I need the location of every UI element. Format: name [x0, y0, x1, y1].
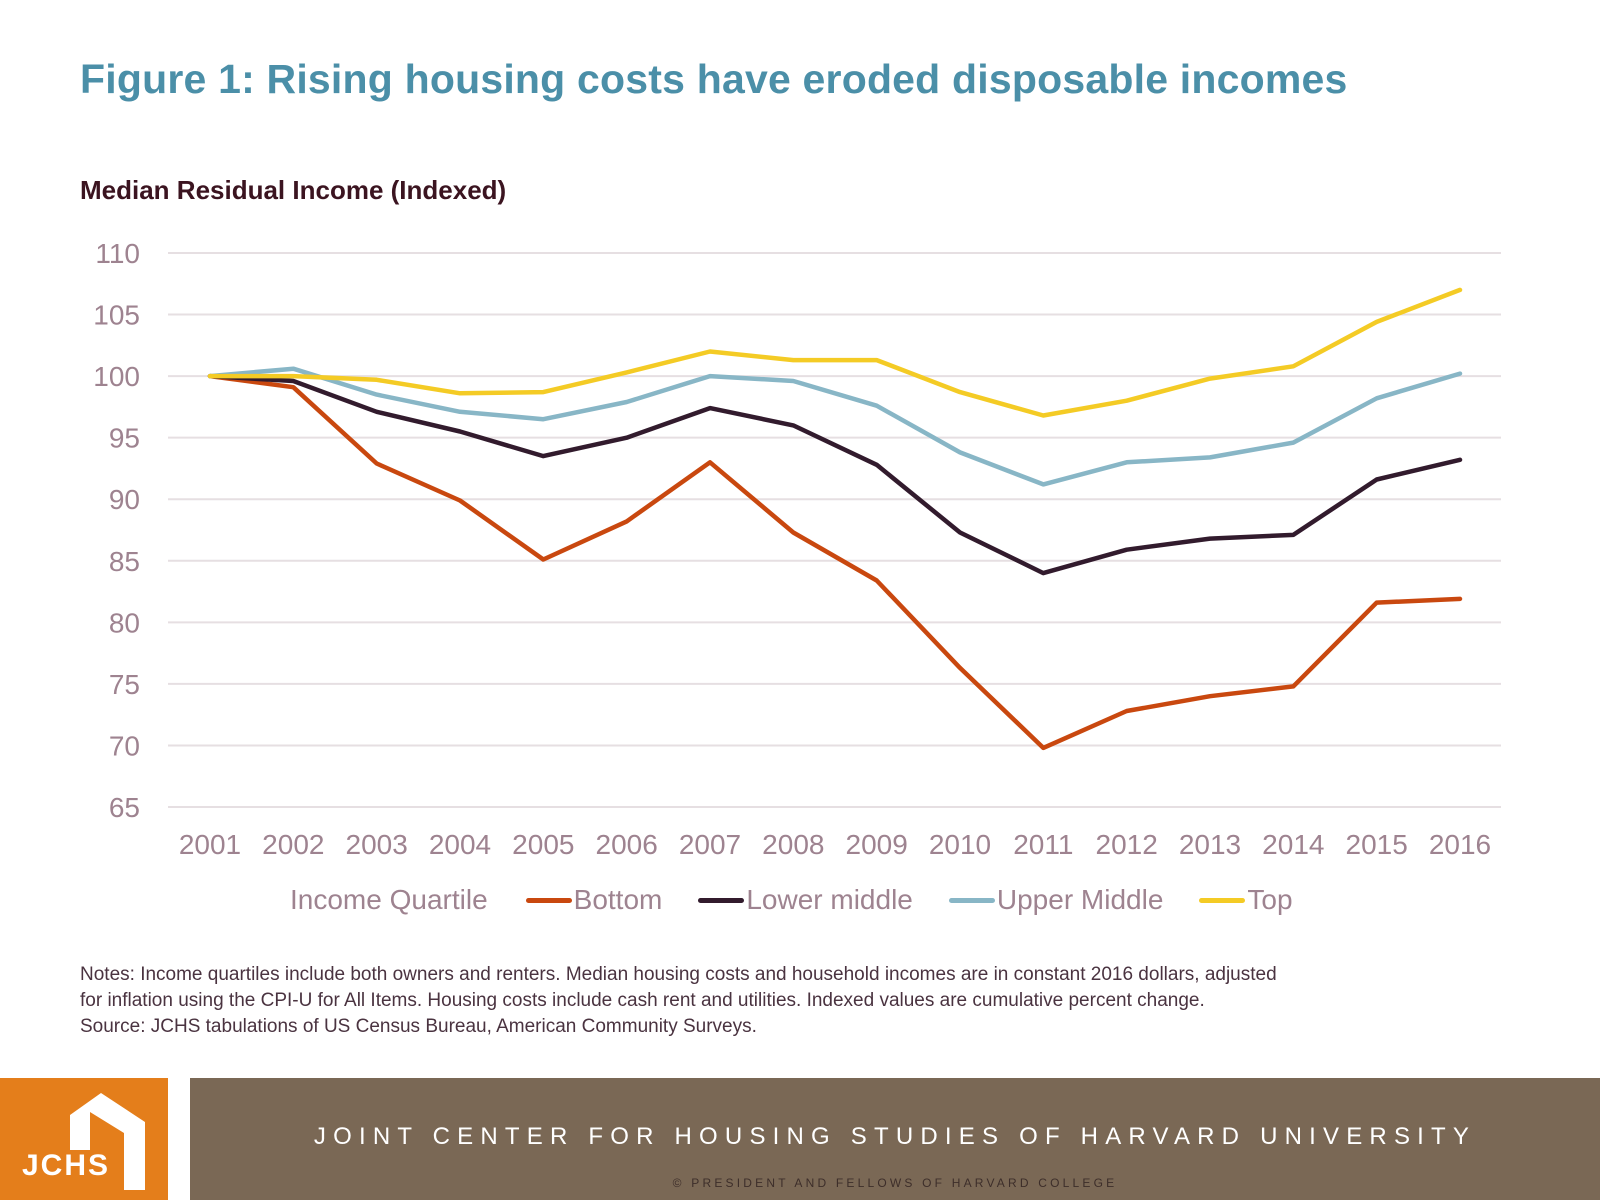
chart-subtitle: Median Residual Income (Indexed): [80, 175, 507, 205]
legend-label: Top: [1247, 884, 1293, 915]
y-tick-label: 65: [109, 792, 140, 823]
y-tick-label: 70: [109, 730, 140, 761]
legend-swatch-top: [1199, 897, 1246, 903]
y-axis-ticks: 110 105 100 95 90 85 80 75 70 65: [93, 238, 140, 823]
x-tick-label: 2013: [1179, 829, 1241, 860]
x-tick-label: 2014: [1262, 829, 1324, 860]
legend: Income Quartile Bottom Lower middle Uppe…: [290, 880, 1329, 920]
x-tick-label: 2010: [929, 829, 991, 860]
legend-label: Bottom: [573, 884, 663, 915]
x-tick-label: 2003: [346, 829, 408, 860]
legend-swatch-upper-middle: [948, 897, 995, 903]
legend-item-upper-middle: Upper Middle: [948, 884, 1164, 916]
legend-item-top: Top: [1199, 884, 1293, 916]
legend-title: Income Quartile: [290, 884, 488, 915]
copyright: © PRESIDENT AND FELLOWS OF HARVARD COLLE…: [672, 1176, 1118, 1190]
series-line-bottom: [207, 373, 1463, 751]
jchs-logo: JCHS: [0, 1078, 168, 1200]
figure-title: Figure 1: Rising housing costs have erod…: [80, 56, 1348, 102]
y-tick-label: 90: [109, 484, 140, 515]
y-tick-label: 80: [109, 607, 140, 638]
y-tick-label: 95: [109, 423, 140, 454]
logo-text: JCHS: [22, 1149, 111, 1182]
x-axis-ticks: 2001 2002 2003 2004 2005 2006 2007 2008 2009 2010…: [179, 829, 1491, 860]
house-icon: [70, 1093, 145, 1190]
y-tick-label: 85: [109, 546, 140, 577]
x-tick-label: 2006: [596, 829, 658, 860]
x-tick-label: 2015: [1346, 829, 1408, 860]
organization-name: JOINT CENTER FOR HOUSING STUDIES OF HARV…: [313, 1123, 1477, 1150]
legend-label: Upper Middle: [996, 884, 1164, 915]
y-tick-label: 105: [93, 300, 140, 331]
series-line-upper-middle: [207, 366, 1463, 487]
x-tick-label: 2004: [429, 829, 491, 860]
x-tick-label: 2007: [679, 829, 741, 860]
legend-swatch-lower-middle: [698, 897, 745, 903]
legend-swatch-bottom: [525, 897, 572, 903]
series-lines: [207, 287, 1463, 751]
y-tick-label: 100: [93, 361, 140, 392]
legend-item-bottom: Bottom: [525, 884, 663, 916]
x-tick-label: 2016: [1429, 829, 1491, 860]
notes-line-2: for inflation using the CPI-U for All It…: [80, 990, 1205, 1011]
legend-item-lower-middle: Lower middle: [698, 884, 913, 916]
x-tick-label: 2012: [1096, 829, 1158, 860]
x-tick-label: 2002: [262, 829, 324, 860]
legend-label: Lower middle: [746, 884, 913, 915]
notes-line-1: Notes: Income quartiles include both own…: [80, 964, 1277, 985]
series-line-top: [207, 287, 1463, 418]
line-chart: 110 105 100 95 90 85 80 75 70 65 2001 2002 2003 2004…: [93, 238, 1501, 860]
chart-notes: Notes: Income quartiles include both own…: [80, 962, 1530, 1040]
x-tick-label: 2008: [762, 829, 824, 860]
x-tick-label: 2009: [846, 829, 908, 860]
x-tick-label: 2005: [512, 829, 574, 860]
series-line-lower-middle: [207, 373, 1463, 576]
y-tick-label: 75: [109, 669, 140, 700]
footer-band: JOINT CENTER FOR HOUSING STUDIES OF HARV…: [190, 1078, 1600, 1200]
x-tick-label: 2011: [1013, 829, 1073, 860]
x-tick-label: 2001: [179, 829, 241, 860]
source-line: Source: JCHS tabulations of US Census Bu…: [80, 1016, 757, 1037]
gridlines: [168, 252, 1501, 808]
y-tick-label: 110: [95, 238, 140, 269]
